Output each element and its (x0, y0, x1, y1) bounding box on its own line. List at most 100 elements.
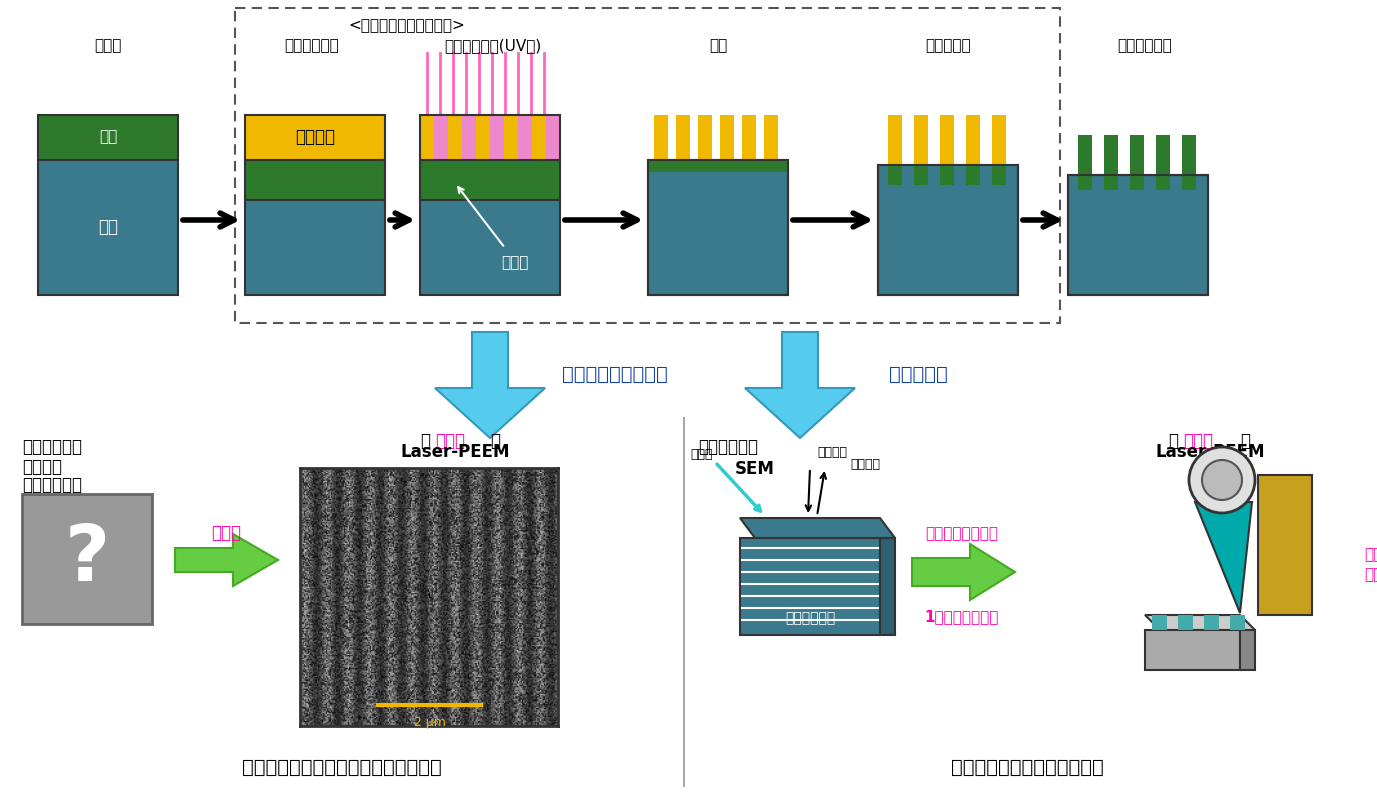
Bar (888, 115, 902, 165)
Text: レジスト: レジスト (295, 128, 335, 146)
Bar (22, 494, 151, 624)
Circle shape (1202, 460, 1242, 500)
Bar (654, 115, 668, 160)
Bar (676, 115, 690, 160)
Bar (649, 160, 788, 172)
Text: 実用的な: 実用的な (22, 458, 62, 476)
Polygon shape (175, 534, 278, 586)
Text: 【これまで】: 【これまで】 (22, 438, 83, 456)
Bar (504, 115, 518, 160)
Text: 潜像検査という新しい検査技術を提供: 潜像検査という新しい検査技術を提供 (242, 757, 442, 776)
Bar (676, 160, 690, 172)
Bar (991, 165, 1007, 185)
Text: パターン露光(UV光): パターン露光(UV光) (445, 39, 541, 53)
Bar (547, 115, 560, 160)
Text: ?: ? (65, 521, 110, 597)
Text: 現像: 現像 (709, 39, 727, 53)
Text: レジスト塗布: レジスト塗布 (285, 39, 339, 53)
Polygon shape (1259, 475, 1312, 615)
Bar (1069, 175, 1208, 295)
Text: 【これまで】: 【これまで】 (698, 438, 757, 456)
Bar (991, 115, 1007, 165)
Bar (1230, 615, 1245, 630)
Bar (532, 115, 547, 160)
Text: <リソグラフィプロセス>: <リソグラフィプロセス> (348, 18, 465, 33)
Bar (518, 115, 532, 160)
Bar (742, 115, 756, 160)
Bar (684, 418, 1370, 786)
Bar (1104, 135, 1118, 190)
Polygon shape (880, 538, 895, 635)
Text: Laser-PEEM: Laser-PEEM (1155, 443, 1264, 461)
Polygon shape (1146, 630, 1241, 670)
Bar (463, 115, 476, 160)
Text: 光電子: 光電子 (1365, 547, 1377, 562)
Text: 検査プロセスの短縮化に貢献: 検査プロセスの短縮化に貢献 (950, 757, 1103, 776)
Text: 可視化: 可視化 (211, 524, 241, 542)
Bar (940, 115, 954, 165)
Bar (1177, 615, 1192, 630)
Text: 】: 】 (490, 432, 500, 450)
Bar (245, 115, 386, 160)
Text: 】: 】 (1241, 432, 1250, 450)
Bar (914, 165, 928, 185)
Bar (698, 160, 712, 172)
Polygon shape (1195, 502, 1252, 613)
Bar (476, 115, 490, 160)
Bar (1153, 615, 1166, 630)
Bar (649, 160, 788, 295)
Text: レジスト剥離: レジスト剥離 (1118, 39, 1172, 53)
Bar (420, 160, 560, 200)
Circle shape (1188, 447, 1254, 513)
Bar (420, 115, 560, 160)
Text: エッチング: エッチング (925, 39, 971, 53)
Text: 基板: 基板 (98, 218, 118, 236)
Text: 本研究: 本研究 (1183, 432, 1213, 450)
Bar (879, 165, 1018, 295)
Bar (1078, 135, 1092, 190)
Bar (490, 115, 504, 160)
Polygon shape (435, 332, 545, 438)
Bar (764, 115, 778, 160)
Text: を投影: を投影 (1365, 568, 1377, 583)
Text: 感光部: 感光部 (501, 255, 529, 270)
Bar (235, 8, 1060, 323)
Polygon shape (1146, 615, 1254, 630)
Bar (1131, 135, 1144, 190)
Bar (245, 200, 386, 295)
Polygon shape (1241, 630, 1254, 670)
Text: 1万倍高速化可能: 1万倍高速化可能 (925, 610, 1000, 625)
Text: 現像前（潜像）検査: 現像前（潜像）検査 (562, 365, 668, 384)
Text: 膜堆積: 膜堆積 (94, 39, 121, 53)
Bar (8, 418, 676, 786)
Text: 反射電子: 反射電子 (850, 458, 880, 470)
Bar (764, 160, 778, 172)
Bar (420, 115, 434, 160)
Bar (420, 200, 560, 295)
Bar (39, 160, 178, 295)
Bar (654, 160, 668, 172)
Bar (698, 115, 712, 160)
Bar (448, 115, 463, 160)
Text: 2 μm: 2 μm (413, 716, 446, 730)
Bar (914, 115, 928, 165)
Polygon shape (739, 538, 880, 635)
Text: 電子線: 電子線 (691, 447, 713, 461)
Text: 検査方法無し: 検査方法無し (22, 476, 83, 494)
Text: 本研究: 本研究 (435, 432, 465, 450)
Bar (720, 160, 734, 172)
Text: 高スループット化: 高スループット化 (925, 527, 998, 542)
Text: SEM: SEM (735, 460, 775, 478)
Text: 二次電子: 二次電子 (817, 446, 847, 458)
Bar (742, 160, 756, 172)
Bar (888, 165, 902, 185)
Bar (967, 165, 980, 185)
Bar (245, 160, 386, 200)
Bar (1157, 135, 1170, 190)
Text: Laser-PEEM: Laser-PEEM (401, 443, 509, 461)
Text: 薄膜: 薄膜 (99, 129, 117, 144)
Bar (967, 115, 980, 165)
Text: 現像後検査: 現像後検査 (888, 365, 947, 384)
Bar (649, 160, 788, 295)
Bar (434, 115, 448, 160)
